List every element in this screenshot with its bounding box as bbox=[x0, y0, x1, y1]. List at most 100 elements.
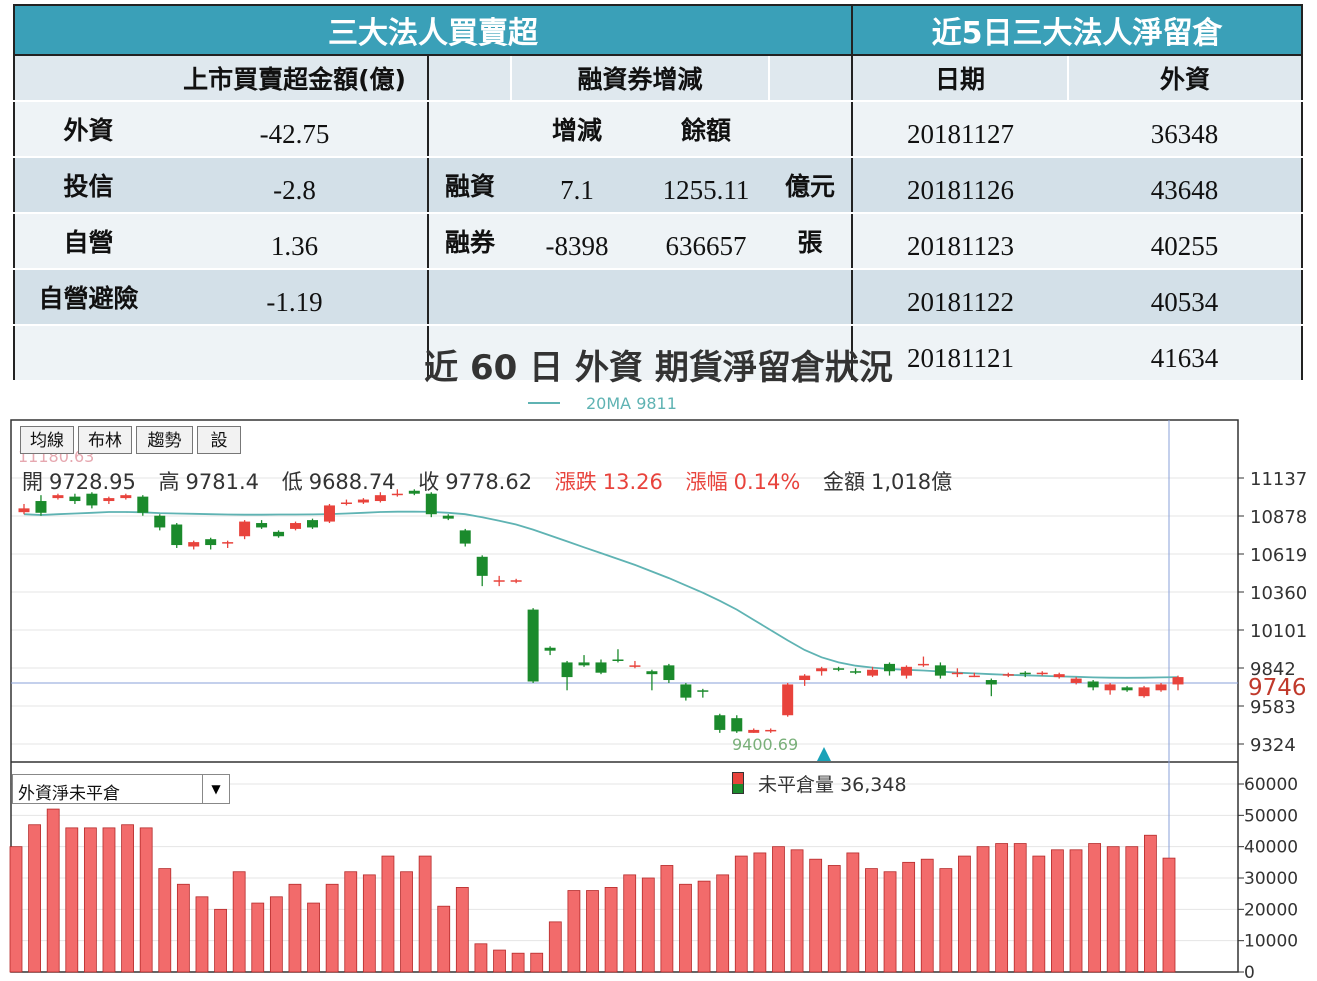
candle-body bbox=[816, 668, 828, 672]
candle-body bbox=[782, 684, 794, 716]
candle-body bbox=[1053, 674, 1065, 678]
oi-tick-label: 40000 bbox=[1244, 838, 1298, 858]
candle-body bbox=[612, 659, 624, 661]
oi-tick-label: 20000 bbox=[1244, 900, 1298, 920]
oi-bar bbox=[1051, 849, 1064, 973]
candle-body bbox=[391, 493, 403, 496]
series-select[interactable]: 外資淨未平倉 ▼ bbox=[12, 774, 230, 804]
price-tick-label: 10619 bbox=[1250, 545, 1307, 566]
page-title: 近 60 日 外資 期貨淨留倉狀況 bbox=[424, 348, 893, 388]
margin-balance-label: 餘額 bbox=[643, 101, 769, 158]
candle-body bbox=[323, 505, 335, 522]
oi-bar bbox=[325, 883, 339, 973]
candle-body bbox=[69, 496, 81, 502]
current-price-label: 9746 bbox=[1248, 675, 1307, 701]
candle-body bbox=[35, 501, 47, 513]
oi-bar bbox=[660, 865, 674, 973]
candle-body bbox=[1121, 687, 1133, 691]
net-date: 20181123 bbox=[851, 213, 1069, 270]
toolbar-settings-button[interactable]: 設 bbox=[197, 426, 241, 454]
chevron-down-icon[interactable]: ▼ bbox=[202, 775, 229, 803]
oi-bar bbox=[772, 846, 785, 973]
institution-cell-blank bbox=[162, 325, 428, 382]
candle-body bbox=[1155, 684, 1167, 691]
toolbar-bollinger-button[interactable]: 布林 bbox=[78, 426, 132, 454]
candle-body bbox=[867, 669, 879, 676]
oi-bar bbox=[195, 896, 209, 973]
oi-tick-label: 30000 bbox=[1244, 869, 1298, 889]
oi-bar bbox=[604, 887, 618, 973]
header-foreign: 外資 bbox=[1067, 55, 1303, 102]
candle-body bbox=[442, 515, 454, 519]
candle-body bbox=[646, 671, 658, 675]
header-blank bbox=[767, 55, 853, 102]
oi-bar bbox=[400, 871, 413, 973]
low-value: 9688.74 bbox=[308, 470, 396, 494]
candle-body bbox=[52, 495, 64, 499]
candle-body bbox=[476, 556, 488, 576]
oi-bar bbox=[995, 843, 1009, 973]
oi-bar bbox=[139, 827, 153, 973]
oi-bar bbox=[623, 874, 637, 973]
open-value: 9728.95 bbox=[49, 470, 136, 494]
low-label: 低 bbox=[281, 470, 303, 494]
price-tick-label: 10101 bbox=[1250, 621, 1307, 642]
candle-body bbox=[103, 498, 115, 502]
oi-bar bbox=[83, 827, 97, 973]
candle-body bbox=[273, 531, 285, 537]
price-tick-label: 10360 bbox=[1250, 583, 1307, 604]
margin-balance: 636657 bbox=[643, 213, 769, 270]
candle-body bbox=[307, 520, 318, 528]
toolbar-trend-button[interactable]: 趨勢 bbox=[136, 426, 193, 454]
table-title-institutional: 三大法人買賣超 bbox=[14, 5, 853, 56]
candle-body bbox=[629, 665, 641, 667]
candle-body bbox=[374, 495, 386, 502]
margin-cell-blank bbox=[427, 101, 511, 158]
oi-bar bbox=[288, 883, 302, 973]
candle-body bbox=[1172, 677, 1184, 685]
oi-tick-label: 50000 bbox=[1244, 806, 1298, 826]
open-label: 開 bbox=[22, 470, 43, 494]
candle-body bbox=[120, 495, 132, 499]
oi-bar bbox=[641, 877, 655, 973]
candle-body bbox=[917, 663, 929, 666]
candle-body bbox=[731, 718, 743, 732]
oi-bar bbox=[158, 868, 172, 973]
oi-bar bbox=[530, 952, 544, 973]
candle-body bbox=[357, 499, 369, 503]
candle-body bbox=[1070, 678, 1082, 683]
toolbar-ma-button[interactable]: 均線 bbox=[20, 426, 74, 454]
oi-bar bbox=[474, 943, 488, 973]
margin-cell-blank bbox=[769, 101, 853, 158]
institution-name: 投信 bbox=[14, 157, 162, 214]
oi-tick-label: 0 bbox=[1244, 963, 1255, 981]
oi-bar bbox=[679, 883, 692, 973]
margin-change: -8398 bbox=[511, 213, 643, 270]
net-foreign: 40255 bbox=[1068, 213, 1303, 270]
header-amount: 上市買賣超金額(億) bbox=[162, 55, 428, 102]
oi-bar bbox=[1013, 843, 1027, 973]
candle-body bbox=[884, 663, 895, 672]
oi-bar bbox=[883, 871, 897, 973]
oi-bar bbox=[418, 855, 432, 973]
close-label: 收 bbox=[418, 470, 440, 494]
close-value: 9778.62 bbox=[445, 470, 533, 494]
candle-body bbox=[256, 523, 268, 528]
candle-body bbox=[663, 665, 675, 681]
oi-bar bbox=[176, 883, 190, 973]
table-title-net-position: 近5日三大法人淨留倉 bbox=[851, 5, 1303, 56]
header-date: 日期 bbox=[851, 55, 1069, 102]
candle-body bbox=[850, 671, 862, 673]
candle-body bbox=[205, 539, 217, 546]
oi-bar bbox=[269, 896, 283, 973]
candle-body bbox=[833, 668, 845, 670]
candle-body bbox=[425, 493, 437, 515]
price-tick-label: 9583 bbox=[1250, 697, 1296, 718]
net-foreign: 36348 bbox=[1068, 101, 1303, 158]
oi-bar bbox=[865, 868, 878, 973]
oi-bar bbox=[214, 908, 227, 973]
candle-body bbox=[697, 690, 709, 692]
margin-cell-blank bbox=[427, 269, 511, 326]
oi-bar bbox=[102, 827, 116, 973]
oi-bar bbox=[511, 952, 525, 973]
